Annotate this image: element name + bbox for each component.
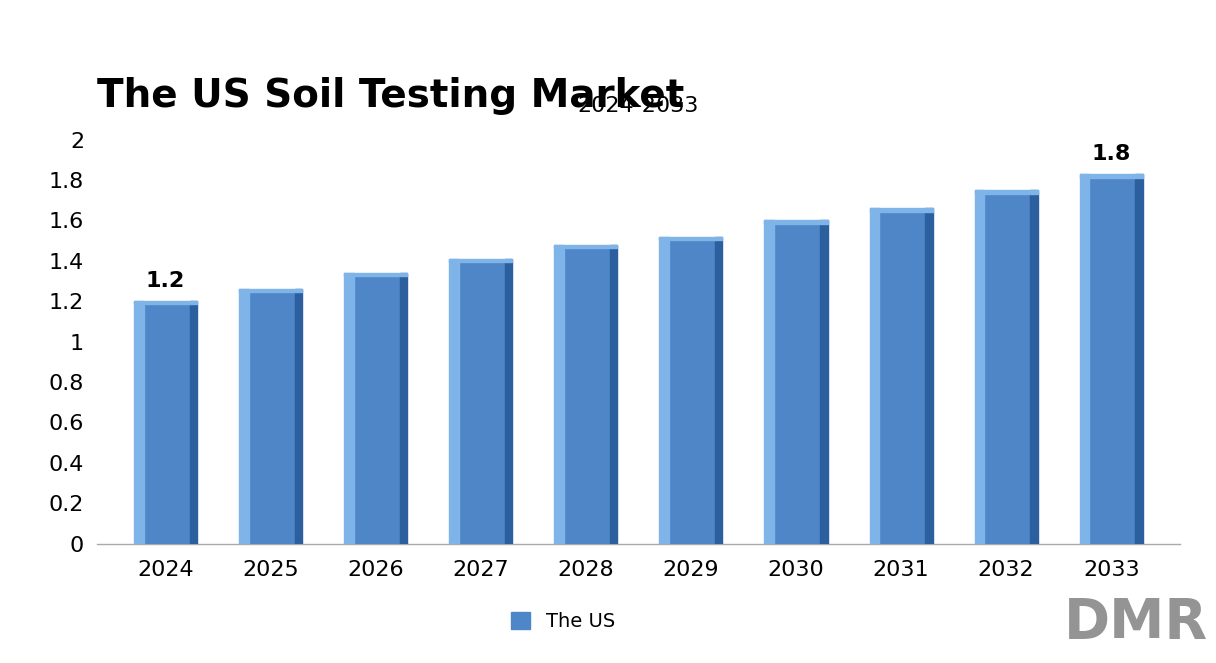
Bar — [449, 259, 458, 544]
Bar — [190, 301, 197, 544]
Bar — [975, 190, 1037, 544]
Bar — [1080, 174, 1090, 544]
Bar — [344, 273, 407, 544]
Bar — [240, 289, 302, 292]
Bar — [869, 208, 933, 212]
Bar — [505, 259, 512, 544]
Bar — [344, 273, 407, 276]
Bar — [659, 237, 722, 544]
Bar — [1080, 174, 1143, 544]
Text: The US Soil Testing Market: The US Soil Testing Market — [97, 77, 685, 115]
Bar — [344, 273, 354, 544]
Bar — [134, 301, 143, 544]
Bar — [294, 289, 302, 544]
Bar — [975, 190, 984, 544]
Bar — [400, 273, 407, 544]
Bar — [240, 289, 302, 544]
Bar — [659, 237, 722, 240]
Bar — [765, 220, 828, 544]
Bar — [820, 220, 828, 544]
Bar — [765, 220, 828, 224]
Bar — [765, 220, 773, 544]
Bar — [609, 245, 618, 544]
Bar — [134, 301, 197, 544]
Bar — [554, 245, 564, 544]
Bar — [1080, 174, 1143, 178]
Bar — [449, 259, 512, 262]
Bar — [1136, 174, 1143, 544]
Bar — [869, 208, 879, 544]
Bar — [869, 208, 933, 544]
Bar — [554, 245, 618, 544]
Bar — [134, 301, 197, 304]
Legend: The US: The US — [502, 604, 623, 639]
Bar — [449, 259, 512, 544]
Bar — [975, 190, 1037, 194]
Bar — [240, 289, 248, 544]
Text: 2024-2033: 2024-2033 — [578, 96, 699, 116]
Bar — [715, 237, 722, 544]
Text: DMR: DMR — [1064, 596, 1209, 650]
Bar — [925, 208, 933, 544]
Bar — [659, 237, 669, 544]
Bar — [1030, 190, 1037, 544]
Text: 1.8: 1.8 — [1092, 144, 1131, 164]
Text: 1.2: 1.2 — [146, 271, 185, 291]
Bar — [554, 245, 618, 248]
